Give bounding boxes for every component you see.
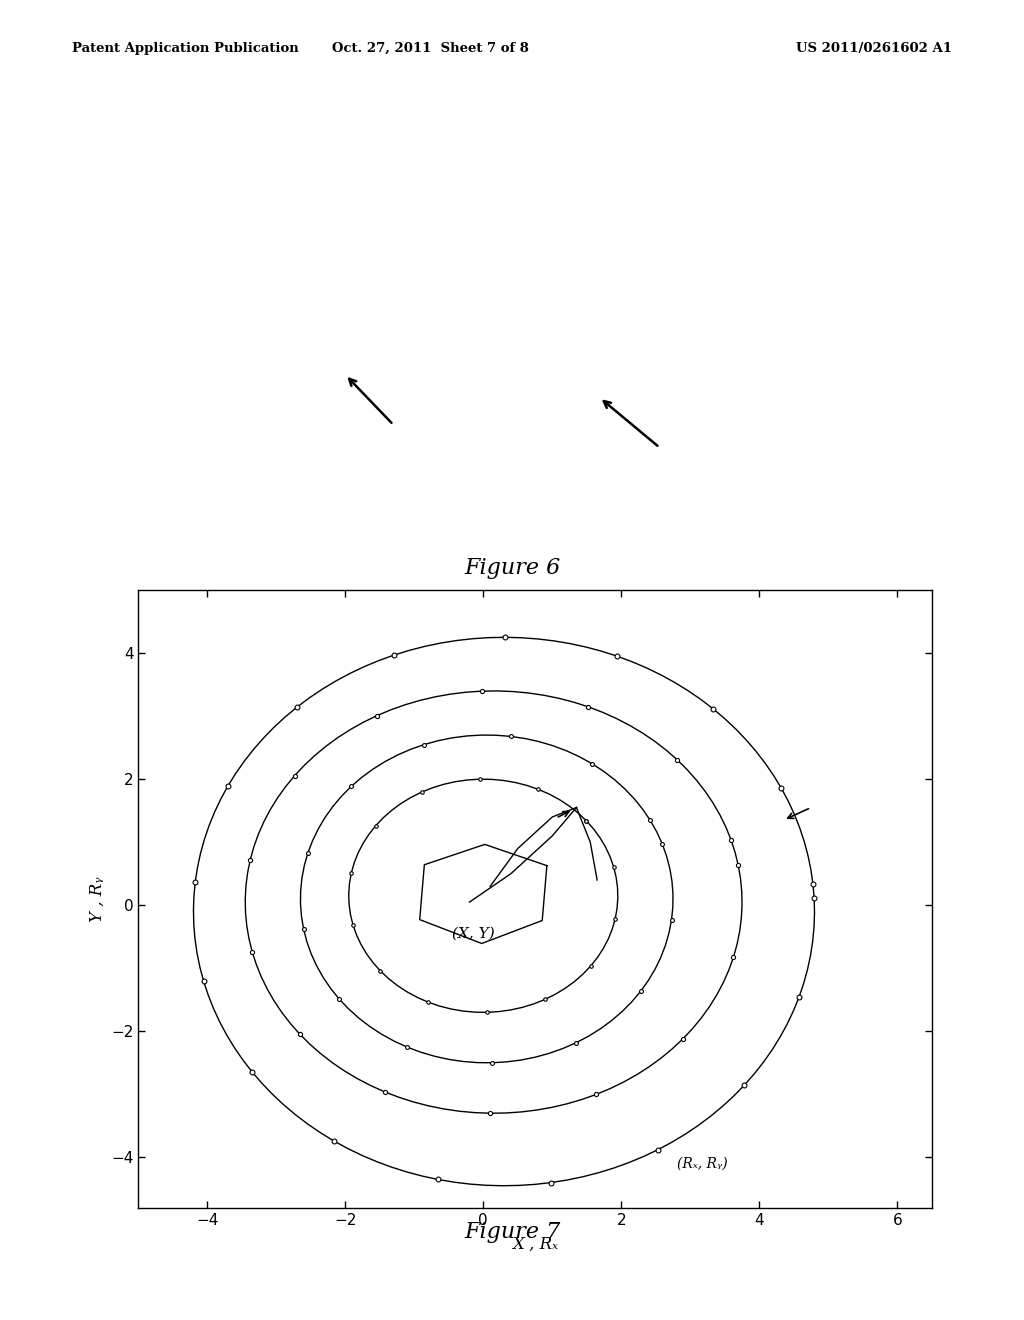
Text: a): a) <box>232 115 254 135</box>
Text: (Rₓ, Rᵧ): (Rₓ, Rᵧ) <box>677 1156 727 1171</box>
Text: Patent Application Publication: Patent Application Publication <box>72 42 298 55</box>
Text: US 2011/0261602 A1: US 2011/0261602 A1 <box>797 42 952 55</box>
Text: b): b) <box>499 115 521 135</box>
Y-axis label: Y , Rᵧ: Y , Rᵧ <box>88 876 105 921</box>
Text: Oct. 27, 2011  Sheet 7 of 8: Oct. 27, 2011 Sheet 7 of 8 <box>332 42 528 55</box>
X-axis label: X , Rₓ: X , Rₓ <box>512 1236 558 1253</box>
Text: Figure 7: Figure 7 <box>464 1221 560 1243</box>
Text: Figure 6: Figure 6 <box>464 557 560 579</box>
Text: (X, Y): (X, Y) <box>452 927 495 941</box>
